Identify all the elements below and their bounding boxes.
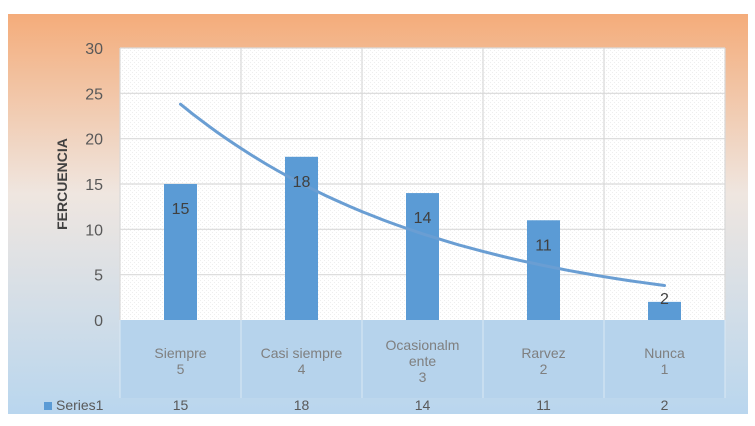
data-label: 2 bbox=[660, 291, 669, 308]
data-label: 18 bbox=[293, 174, 311, 191]
y-tick-label: 0 bbox=[94, 313, 103, 330]
y-tick-label: 15 bbox=[85, 177, 103, 194]
table-value: 18 bbox=[294, 397, 310, 413]
table-value: 2 bbox=[661, 397, 669, 413]
category-label: 2 bbox=[540, 361, 548, 377]
y-tick-label: 30 bbox=[85, 41, 103, 58]
legend-series-name: Series1 bbox=[56, 397, 104, 413]
category-label: 4 bbox=[298, 361, 306, 377]
y-tick-label: 20 bbox=[85, 132, 103, 149]
data-label: 14 bbox=[414, 210, 432, 227]
category-label: 3 bbox=[419, 369, 427, 385]
category-label: Rarvez bbox=[521, 345, 565, 361]
bar bbox=[406, 193, 439, 320]
data-label: 15 bbox=[172, 201, 190, 218]
y-axis-title: FERCUENCIA bbox=[54, 138, 70, 230]
y-tick-label: 25 bbox=[85, 86, 103, 103]
category-label: Ocasionalm bbox=[386, 337, 460, 353]
y-tick-label: 10 bbox=[85, 222, 103, 239]
category-label: 5 bbox=[177, 361, 185, 377]
data-label: 11 bbox=[535, 237, 552, 254]
table-value: 14 bbox=[415, 397, 431, 413]
category-label: Nunca bbox=[644, 345, 685, 361]
y-tick-label: 5 bbox=[94, 268, 103, 285]
table-value: 11 bbox=[536, 397, 551, 413]
trendline-path bbox=[179, 102, 666, 287]
bar bbox=[648, 301, 681, 320]
category-label: Siempre bbox=[154, 345, 206, 361]
data-labels: 15 18 14 11 2 bbox=[172, 174, 669, 308]
category-label: ente bbox=[409, 353, 436, 369]
table-value: 15 bbox=[173, 397, 189, 413]
grid-lines bbox=[119, 47, 726, 320]
legend-key bbox=[44, 402, 52, 410]
bar bbox=[527, 220, 560, 320]
category-label: Casi siempre bbox=[261, 345, 343, 361]
category-label: 1 bbox=[661, 361, 669, 377]
bar bbox=[164, 184, 197, 320]
trendline bbox=[179, 102, 666, 287]
category-row-background bbox=[120, 320, 725, 398]
bars bbox=[164, 156, 681, 320]
y-axis-ticks: 0 5 10 15 20 25 30 bbox=[85, 41, 103, 330]
